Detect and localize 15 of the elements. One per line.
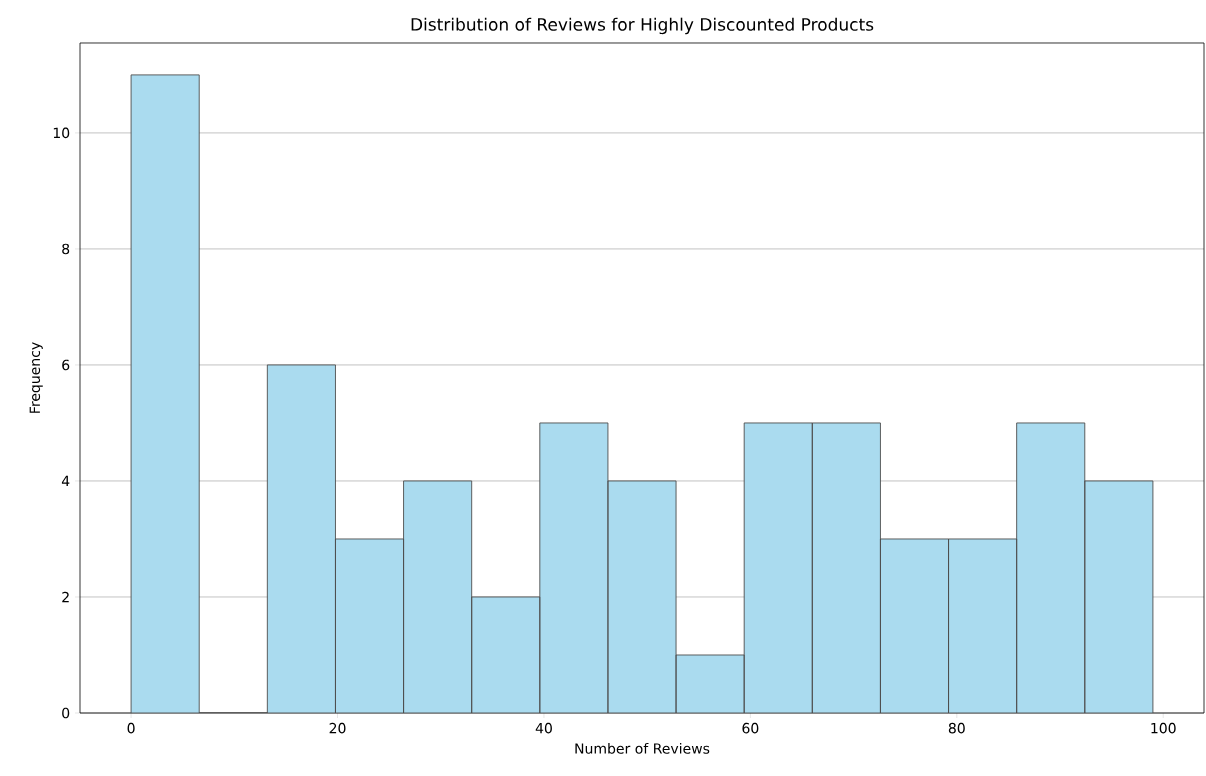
x-tick-label: 40 bbox=[535, 722, 552, 734]
y-tick-label: 10 bbox=[53, 127, 70, 139]
y-tick-label: 0 bbox=[62, 707, 70, 719]
chart-title: Distribution of Reviews for Highly Discounted Products bbox=[411, 17, 874, 35]
y-tick-label: 6 bbox=[62, 359, 70, 371]
x-tick-label: 80 bbox=[948, 722, 965, 734]
x-tick-label: 100 bbox=[1151, 722, 1176, 734]
x-axis-title: Number of Reviews bbox=[575, 742, 710, 754]
y-tick-label: 8 bbox=[62, 243, 70, 255]
x-tick-label: 60 bbox=[742, 722, 759, 734]
y-tick-label: 2 bbox=[62, 591, 69, 603]
y-tick-label: 4 bbox=[61, 475, 70, 487]
y-axis-title: Frequency bbox=[29, 342, 43, 413]
x-tick-label: 20 bbox=[329, 722, 346, 734]
x-tick-label: 0 bbox=[127, 722, 135, 734]
